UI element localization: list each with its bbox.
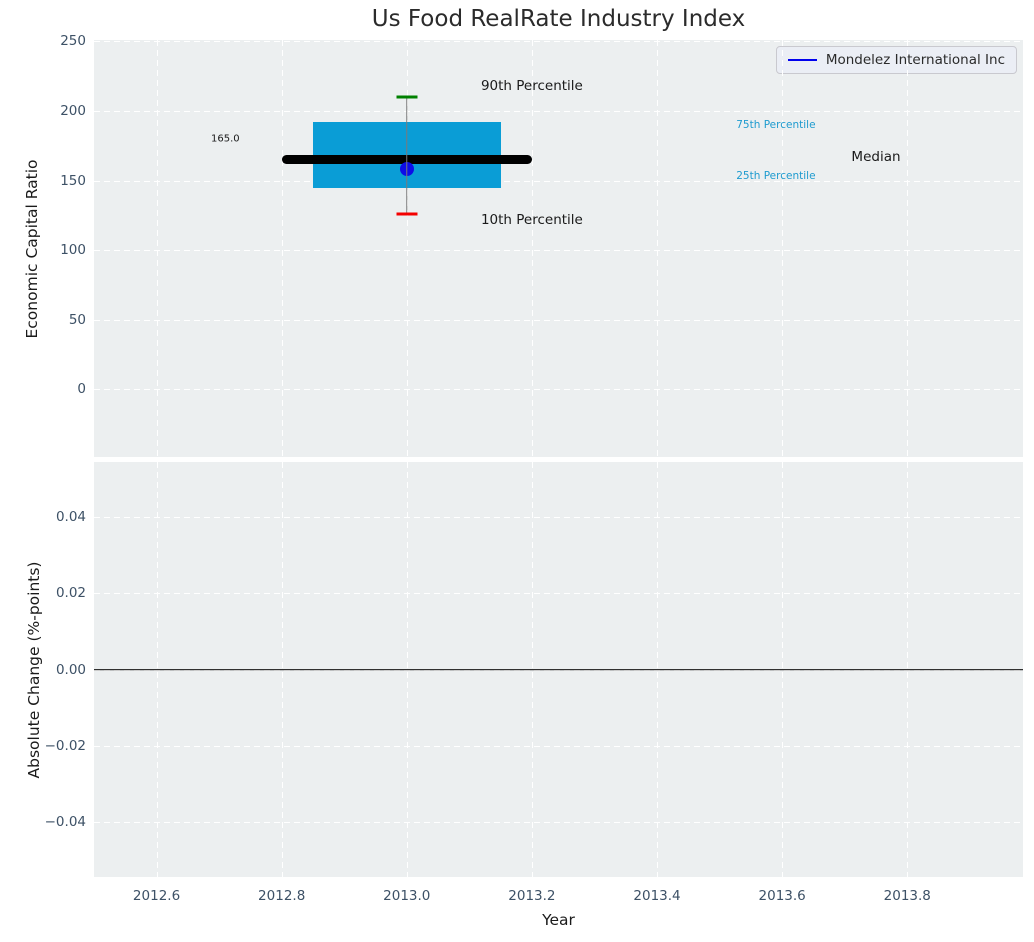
y-gridline xyxy=(94,250,1023,251)
x-gridline xyxy=(157,40,158,457)
p25-label: 25th Percentile xyxy=(736,170,815,182)
y-tick-label: 0.02 xyxy=(16,585,86,601)
y-gridline xyxy=(94,517,1023,518)
x-tick-label: 2012.6 xyxy=(133,888,180,904)
legend-line-icon xyxy=(788,59,817,61)
x-gridline xyxy=(657,40,658,457)
y-tick-label: 250 xyxy=(16,33,86,49)
y-tick-label: −0.02 xyxy=(16,738,86,754)
y-gridline xyxy=(94,389,1023,390)
y-tick-label: 0 xyxy=(16,381,86,397)
x-gridline xyxy=(907,40,908,457)
p75-label: 75th Percentile xyxy=(736,119,815,131)
y-tick-label: 50 xyxy=(16,312,86,328)
legend: Mondelez International Inc xyxy=(776,46,1017,74)
y-gridline xyxy=(94,320,1023,321)
legend-label: Mondelez International Inc xyxy=(826,52,1005,68)
top-axes: Mondelez International Inc 165.0 90th Per… xyxy=(94,40,1023,457)
x-tick-label: 2013.4 xyxy=(633,888,680,904)
p10-cap xyxy=(396,213,417,216)
y-tick-label: −0.04 xyxy=(16,814,86,830)
y-gridline xyxy=(94,746,1023,747)
x-gridline xyxy=(282,40,283,457)
y-gridline xyxy=(94,822,1023,823)
chart-title: Us Food RealRate Industry Index xyxy=(94,6,1023,36)
y-gridline xyxy=(94,593,1023,594)
x-tick-label: 2012.8 xyxy=(258,888,305,904)
y-gridline xyxy=(94,111,1023,112)
median-label: Median xyxy=(851,149,900,165)
y-gridline xyxy=(94,181,1023,182)
y-tick-label: 0.00 xyxy=(16,662,86,678)
x-axis-label: Year xyxy=(94,911,1023,929)
bottom-axes xyxy=(94,462,1023,877)
x-gridline xyxy=(782,40,783,457)
figure: Us Food RealRate Industry Index Mondelez… xyxy=(0,0,1034,942)
y-tick-label: 200 xyxy=(16,103,86,119)
median-value-label: 165.0 xyxy=(211,133,240,144)
p10-label: 10th Percentile xyxy=(481,212,583,228)
x-tick-label: 2013.6 xyxy=(759,888,806,904)
p90-label: 90th Percentile xyxy=(481,78,583,94)
whisker-line xyxy=(406,97,408,214)
x-tick-label: 2013.0 xyxy=(383,888,430,904)
y-tick-label: 0.04 xyxy=(16,509,86,525)
x-tick-label: 2013.2 xyxy=(508,888,555,904)
y-tick-label: 150 xyxy=(16,173,86,189)
zero-line xyxy=(94,669,1023,671)
y-tick-label: 100 xyxy=(16,242,86,258)
y-gridline xyxy=(94,41,1023,42)
x-tick-label: 2013.8 xyxy=(884,888,931,904)
p90-cap xyxy=(396,96,417,99)
x-gridline xyxy=(532,40,533,457)
